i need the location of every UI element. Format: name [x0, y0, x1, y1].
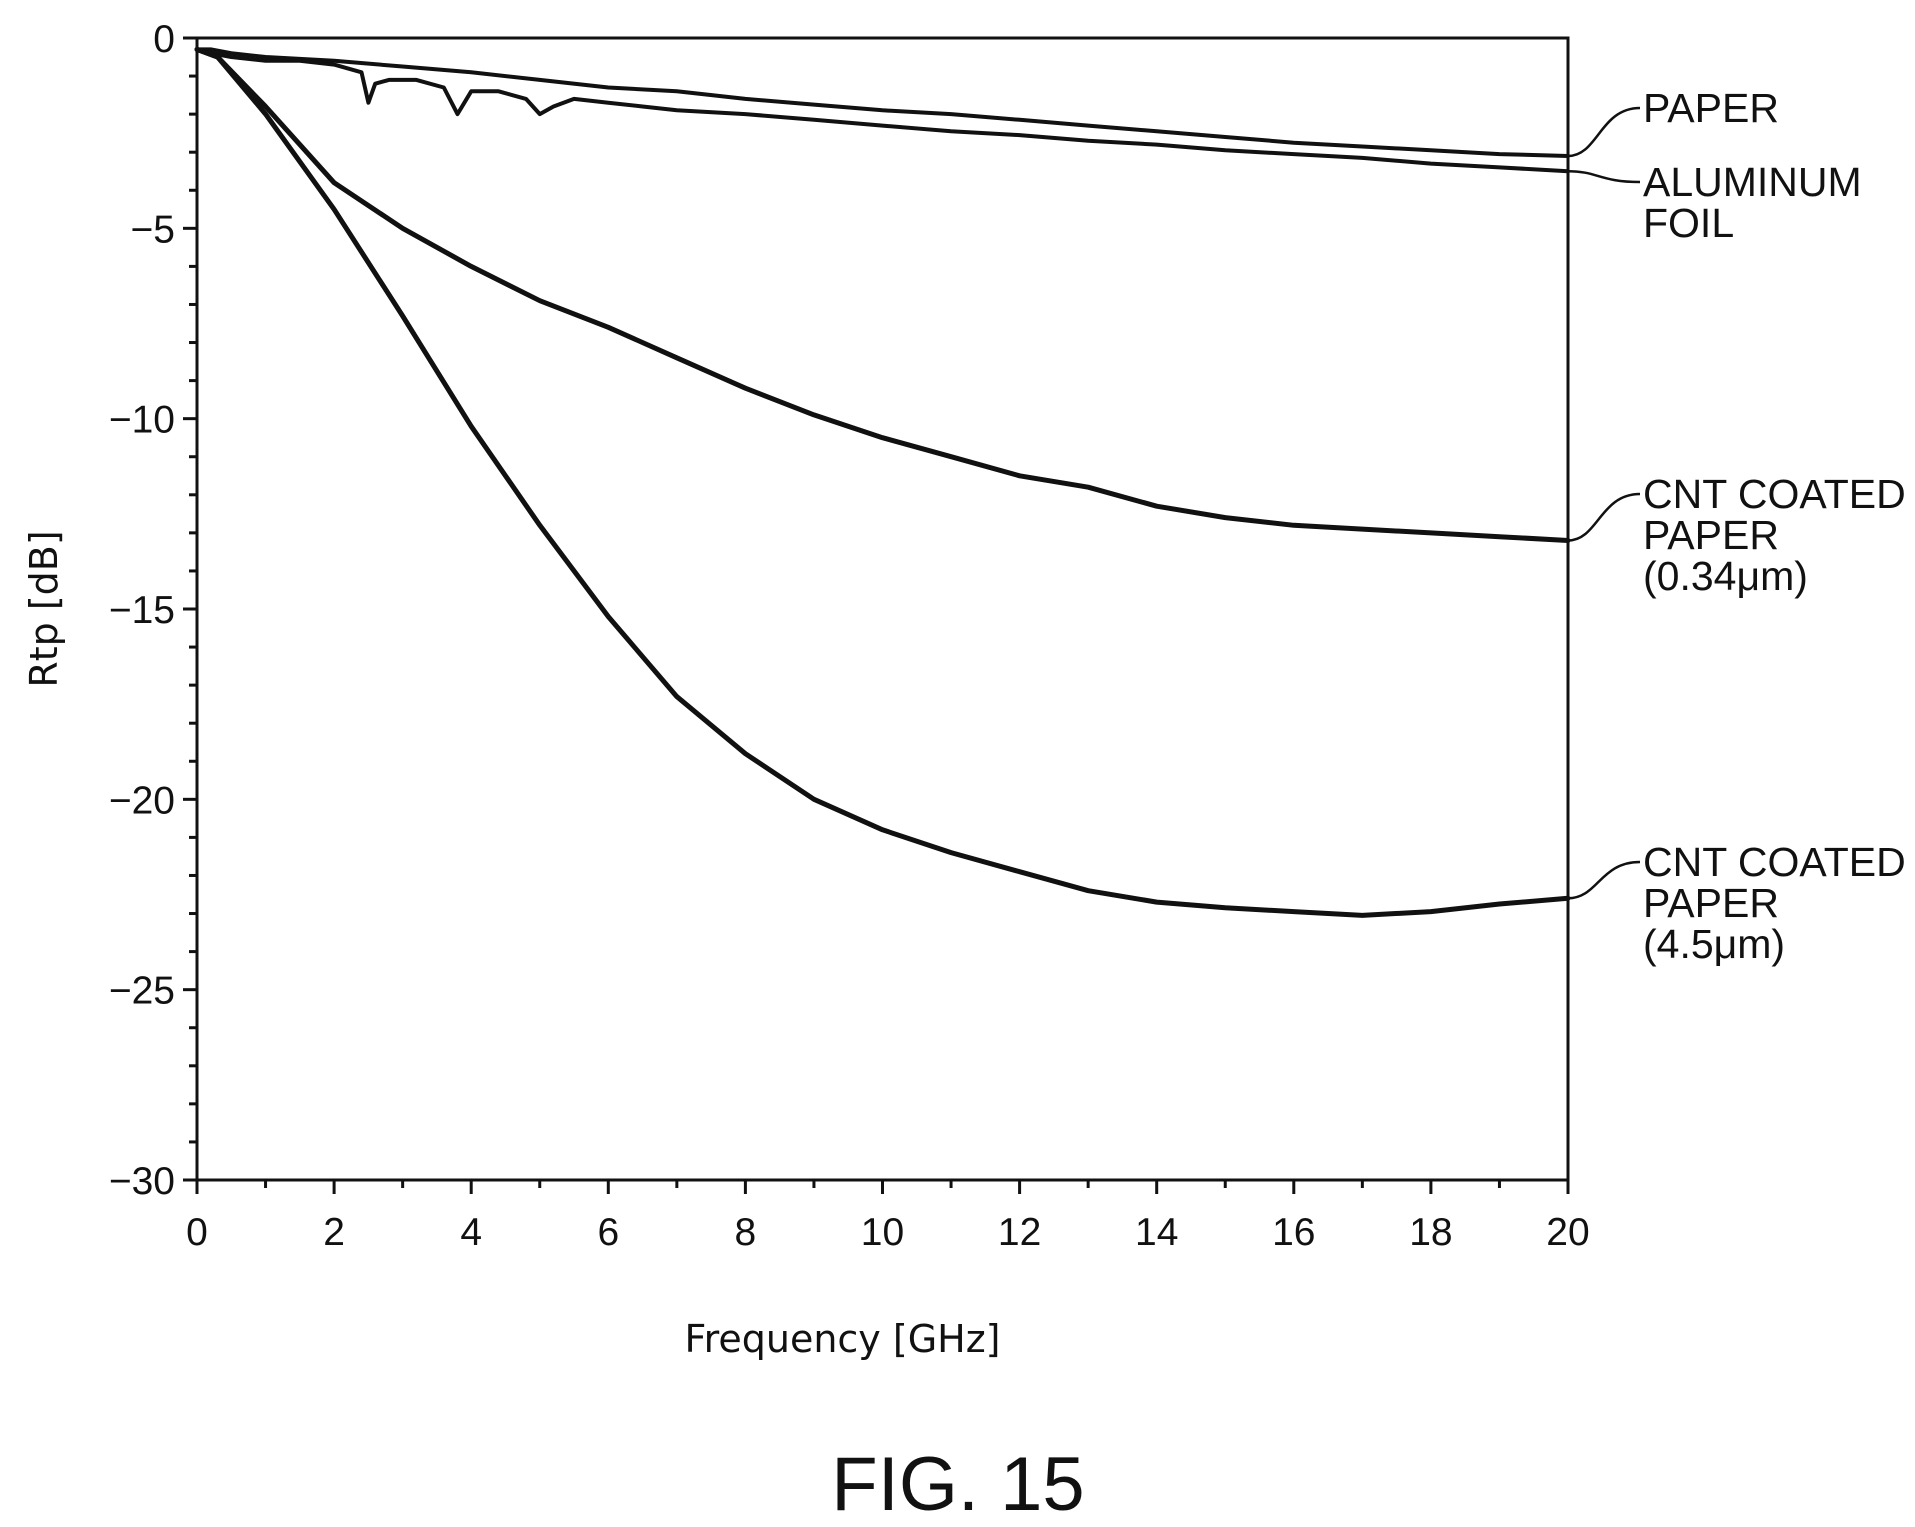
figure-caption: FIG. 15: [831, 1442, 1084, 1527]
x-tick-label: 2: [323, 1211, 345, 1254]
series-label: CNT COATED: [1643, 839, 1906, 885]
x-tick-label: 20: [1546, 1211, 1589, 1254]
x-tick-label: 14: [1135, 1211, 1178, 1254]
label-leader-line: [1567, 106, 1641, 158]
y-tick-label: −25: [109, 970, 175, 1013]
series-line-3: [194, 46, 1571, 543]
axes: [195, 36, 1570, 1182]
y-tick-label: −20: [109, 779, 175, 822]
series-label: ALUMINUM: [1643, 159, 1862, 205]
x-tick-label: 4: [460, 1211, 482, 1254]
x-tick-label: 6: [597, 1211, 619, 1254]
series-label: PAPER: [1643, 85, 1779, 131]
y-tick-label: −10: [109, 399, 175, 442]
series-label: (0.34μm): [1643, 553, 1808, 599]
x-tick-label: 18: [1409, 1211, 1452, 1254]
y-tick-label: −5: [131, 208, 175, 251]
series-line-2: [195, 47, 1570, 174]
x-tick-label: 12: [998, 1211, 1041, 1254]
y-tick-label: −15: [109, 589, 175, 632]
series-label: PAPER: [1643, 512, 1779, 558]
y-tick-label: 0: [153, 18, 175, 61]
series-label: PAPER: [1643, 880, 1779, 926]
label-leader-line: [1567, 169, 1641, 184]
x-tick-label: 0: [186, 1211, 208, 1254]
ticks: 0 2 4 6 8 10 12 14 16 18 20 0 −5 −10 −15 −20 −25 −30: [109, 18, 1590, 1254]
x-tick-label: 16: [1272, 1211, 1315, 1254]
y-tick-label: −30: [109, 1160, 175, 1203]
series-lines: [194, 46, 1571, 918]
series-line-1: [195, 47, 1570, 158]
x-tick-label: 8: [735, 1211, 757, 1254]
y-axis-title: Rtp [dB]: [22, 530, 66, 687]
series-label: CNT COATED: [1643, 471, 1906, 517]
series-line-4: [194, 46, 1571, 918]
x-tick-label: 10: [861, 1211, 904, 1254]
series-label: (4.5μm): [1643, 921, 1785, 967]
x-axis-title: Frequency [GHz]: [684, 1317, 1000, 1361]
series-label: FOIL: [1643, 200, 1734, 246]
label-leader-line: [1567, 860, 1641, 900]
plot-frame: [195, 36, 1570, 1182]
label-leader-line: [1567, 492, 1641, 542]
